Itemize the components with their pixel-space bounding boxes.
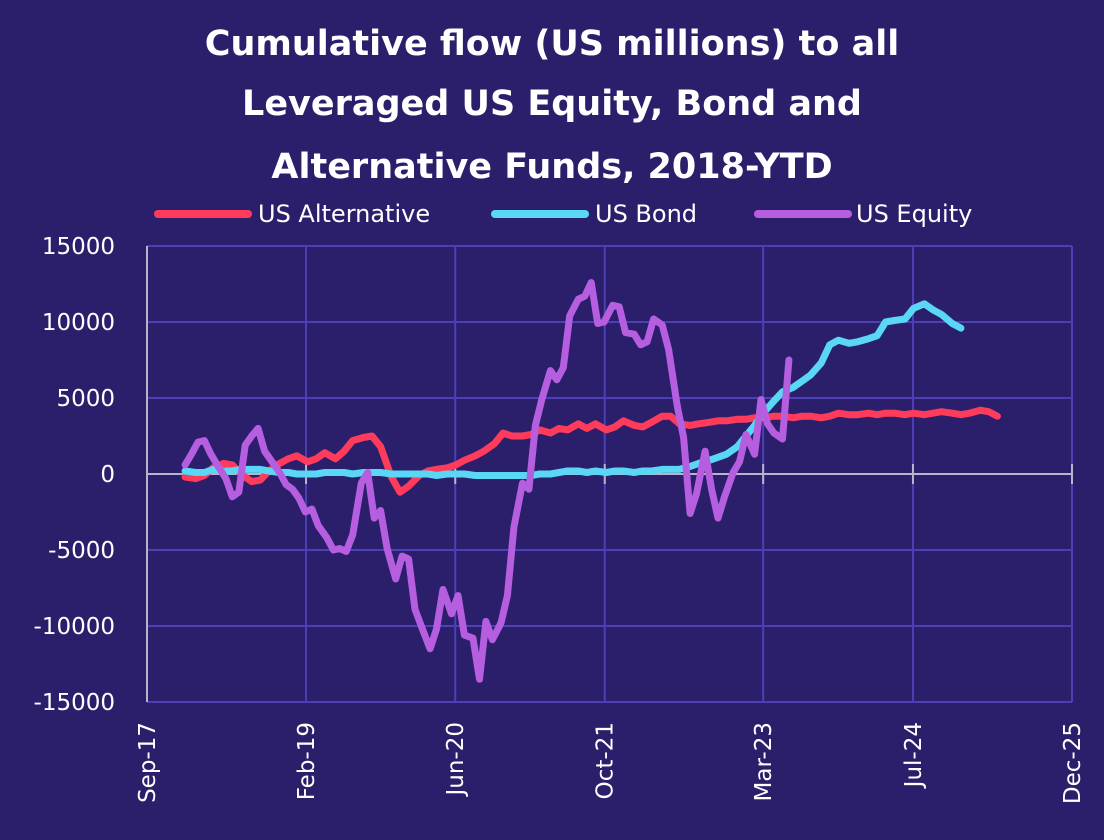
y-tick-label: 5000 [56,386,115,412]
chart-title-line-3: Alternative Funds, 2018-YTD [271,147,832,187]
legend-label-us-alternative: US Alternative [258,200,430,228]
chart-title-line-1: Cumulative flow (US millions) to all [205,24,899,64]
y-tick-label: -5000 [48,538,115,564]
chart-title-line-2: Leveraged US Equity, Bond and [242,84,862,124]
y-tick-label: -10000 [34,614,115,640]
x-tick-label: Mar-23 [751,722,777,802]
legend-label-us-bond: US Bond [595,200,697,228]
tick-labels: 15000 10000 5000 0 -5000 -10000 -15000 Sep-17 Fe… [34,234,1086,804]
y-tick-label: -15000 [34,690,115,716]
x-tick-label: Sep-17 [135,722,161,803]
legend: US Alternative US Bond US Equity [154,200,972,228]
legend-label-us-equity: US Equity [856,200,972,228]
y-tick-label: 15000 [42,234,115,260]
x-tick-label: Oct-21 [593,722,619,799]
y-tick-label: 0 [100,462,115,488]
x-tick-label: Jul-24 [901,722,927,789]
x-tick-label: Jun-20 [443,722,469,798]
series-line-us-equity [181,279,793,683]
x-tick-label: Dec-25 [1060,722,1086,804]
chart-title: Cumulative flow (US millions) to all Lev… [205,24,899,187]
series-line-us-alternative [181,406,1001,496]
series-line-us-bond [181,300,965,479]
series-lines [181,279,1001,683]
y-tick-label: 10000 [42,310,115,336]
x-tick-label: Feb-19 [294,722,320,800]
